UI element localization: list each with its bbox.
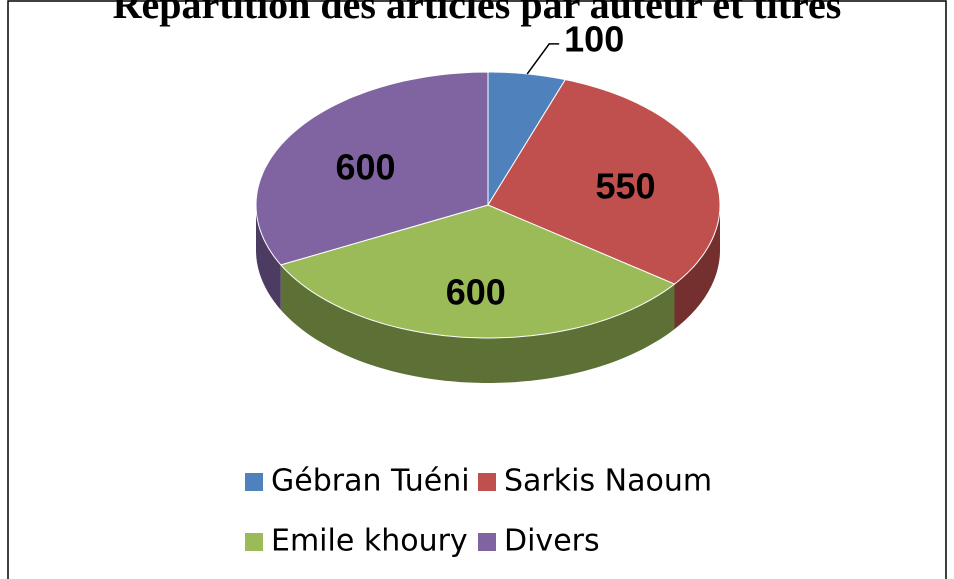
data-label: 600 xyxy=(335,146,395,187)
legend-label: Sarkis Naoum xyxy=(504,464,712,499)
legend-label: Emile khoury xyxy=(271,524,468,559)
slice-side xyxy=(674,205,720,330)
slice xyxy=(255,71,489,266)
slice xyxy=(279,204,676,339)
legend-label: Gébran Tuéni xyxy=(271,464,470,499)
legend-swatch xyxy=(478,533,496,551)
legend-label: Divers xyxy=(504,524,600,559)
legend-swatch xyxy=(245,473,263,491)
data-label: 100 xyxy=(564,18,624,59)
data-label: 550 xyxy=(595,165,655,206)
leader-line xyxy=(526,43,560,75)
legend-swatch xyxy=(245,533,263,551)
slice-side xyxy=(256,205,281,310)
slice-side xyxy=(280,264,675,383)
slice xyxy=(487,79,721,285)
legend-swatch xyxy=(478,473,496,491)
chart-title: Répartition des articles par auteur et t… xyxy=(113,0,842,27)
data-label: 600 xyxy=(446,272,506,313)
